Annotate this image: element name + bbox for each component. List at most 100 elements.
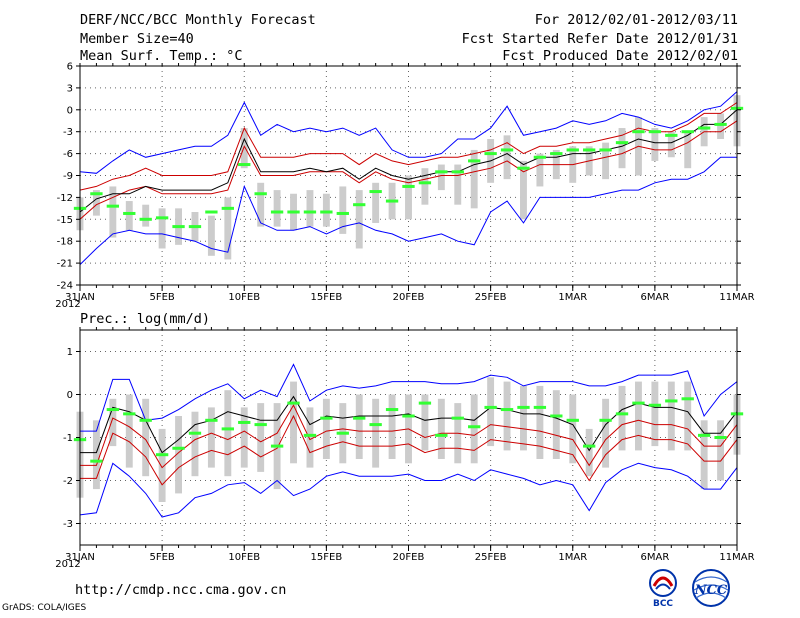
bcc-logo-text: BCC: [653, 599, 673, 608]
prec-observed-marker: [238, 420, 251, 424]
prec-box: [224, 390, 232, 477]
temp-ytick-label: -21: [57, 259, 73, 270]
prec-box: [470, 394, 478, 464]
prec-observed-marker: [172, 446, 185, 450]
prec-box: [503, 381, 511, 451]
temp-observed-marker: [435, 170, 448, 174]
prec-box: [569, 394, 577, 464]
temp-box: [273, 190, 281, 227]
prec-observed-marker: [188, 431, 202, 435]
temp-observed-marker: [599, 148, 612, 152]
prec-observed-marker: [533, 405, 547, 409]
prec-year-label: 2012: [55, 559, 80, 570]
prec-observed-marker: [517, 405, 530, 409]
prec-observed-marker: [599, 418, 612, 422]
prec-observed-marker: [336, 431, 349, 435]
ncc-logo-text: NCC: [694, 583, 728, 598]
prec-box: [290, 381, 297, 464]
temp-box: [142, 204, 150, 227]
temp-observed-marker: [402, 184, 415, 188]
temp-year-label: 2012: [55, 299, 80, 310]
prec-observed-marker: [418, 401, 432, 405]
temp-observed-marker: [205, 210, 218, 214]
prec-observed-marker: [369, 423, 382, 427]
temp-observed-marker: [287, 210, 300, 214]
temp-observed-marker: [451, 170, 464, 174]
prec-xtick-label: 31JAN: [65, 552, 95, 563]
prec-box: [191, 411, 199, 477]
prec-line-upper: [80, 414, 738, 486]
prec-box: [372, 398, 380, 468]
prec-observed-marker: [451, 416, 464, 420]
temp-observed-marker: [615, 141, 629, 145]
temp-observed-marker: [353, 203, 366, 207]
prec-box: [175, 416, 182, 494]
temp-observed-marker: [583, 148, 596, 152]
temp-observed-marker: [155, 216, 169, 220]
prec-ytick-label: -3: [63, 519, 73, 530]
prec-box: [651, 381, 659, 447]
temp-ytick-label: 0: [67, 105, 73, 116]
temp-ytick-label: -9: [63, 171, 73, 182]
prec-panel: 1 0 -1 -2 -3 31JAN 5FEB 10FEB 15FEB 20FEB 25FEB 1MA…: [55, 327, 755, 570]
prec-observed-marker: [615, 412, 629, 416]
temp-observed-marker: [468, 159, 481, 163]
temp-xtick-label: 1MAR: [558, 292, 587, 303]
temp-box: [717, 113, 725, 139]
grads-credit: GrADS: COLA/IGES: [2, 603, 87, 613]
temp-observed-marker: [697, 126, 711, 130]
temp-box: [109, 186, 117, 238]
temp-ytick-label: 6: [67, 62, 73, 73]
prec-observed-marker: [484, 405, 497, 409]
precip-panel-title: Prec.: log(mm/d): [80, 311, 211, 327]
prec-observed-marker: [320, 416, 333, 420]
prec-observed-marker: [402, 414, 415, 418]
prec-line-min: [80, 363, 738, 432]
temp-observed-marker: [566, 148, 579, 152]
temp-observed-marker: [517, 166, 530, 170]
temp-observed-marker: [681, 130, 694, 134]
temp-ytick-label: -12: [57, 193, 73, 204]
footer-url[interactable]: http://cmdp.ncc.cma.gov.cn: [75, 582, 287, 598]
temp-box: [405, 175, 412, 220]
temp-ytick-label: -24: [57, 281, 73, 292]
prec-box: [684, 381, 692, 451]
prec-ytick-label: -2: [63, 476, 73, 487]
temp-box: [470, 149, 478, 209]
prec-box: [437, 398, 445, 459]
prec-observed-marker: [90, 459, 103, 463]
prec-observed-marker: [648, 403, 662, 407]
temp-observed-marker: [221, 206, 234, 210]
prec-box: [355, 394, 363, 459]
temp-observed-marker: [270, 210, 284, 214]
ncc-logo: NCC: [692, 569, 730, 607]
prec-observed-marker: [106, 408, 120, 412]
prec-observed-marker: [303, 433, 317, 437]
prec-xtick-label: 11MAR: [719, 552, 754, 563]
prec-box: [109, 398, 117, 447]
temp-line-max: [79, 156, 737, 265]
temp-ytick-label: -6: [63, 149, 73, 160]
prec-ytick-label: -1: [63, 433, 73, 444]
temp-xtick-label: 5FEB: [149, 292, 174, 303]
prec-xtick-label: 1MAR: [558, 552, 587, 563]
prec-box: [552, 390, 560, 459]
prec-observed-marker: [221, 427, 234, 431]
prec-ytick-label: 1: [67, 347, 73, 358]
temp-box: [92, 190, 100, 216]
prec-box: [421, 394, 429, 451]
prec-box: [240, 407, 248, 468]
member-size: Member Size=40: [80, 31, 194, 47]
temp-box: [520, 160, 527, 220]
prec-observed-marker: [353, 416, 366, 420]
temp-observed-marker: [385, 199, 399, 203]
prec-box: [322, 398, 330, 459]
prec-box: [388, 394, 396, 459]
temp-box: [322, 193, 330, 227]
bcc-logo: BCC: [649, 569, 677, 608]
prec-ytick-label: 0: [67, 390, 73, 401]
variable-label: Mean Surf. Temp.: °C: [80, 48, 243, 64]
temp-observed-marker: [632, 130, 645, 134]
prec-box: [487, 377, 495, 447]
